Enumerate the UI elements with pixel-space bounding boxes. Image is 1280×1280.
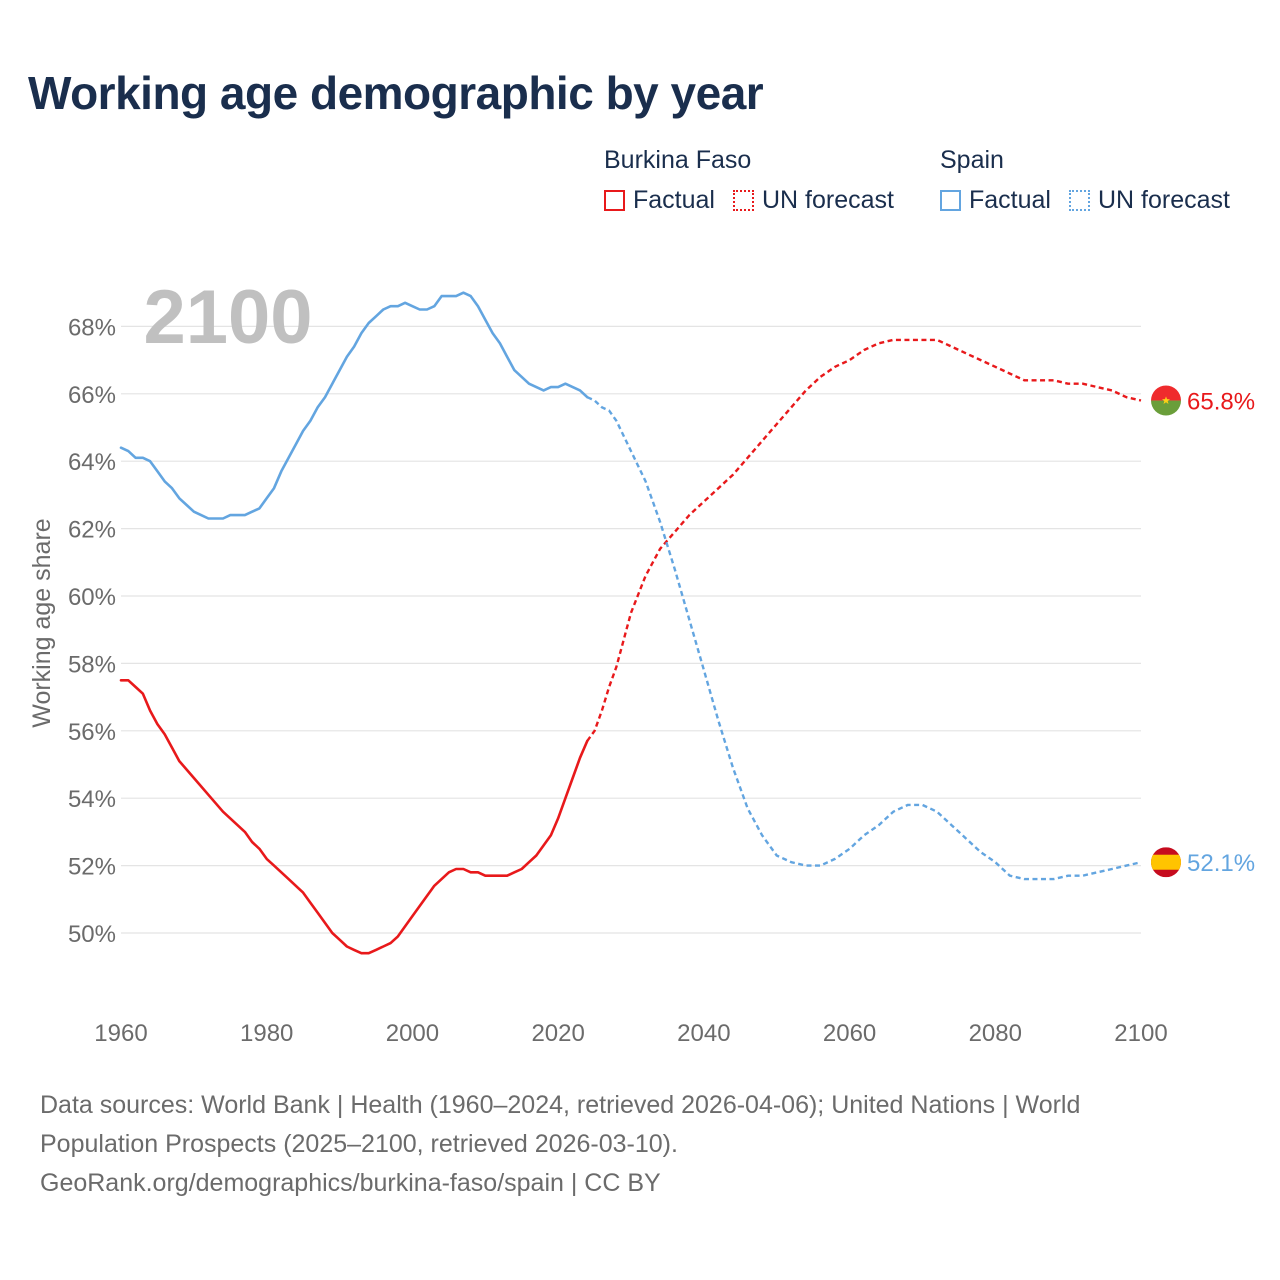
footer-source-line: Data sources: World Bank | Health (1960–… bbox=[40, 1091, 1081, 1119]
x-tick-label: 2000 bbox=[386, 1020, 439, 1047]
year-overlay: 2100 bbox=[143, 275, 312, 360]
y-tick-label: 58% bbox=[68, 651, 116, 678]
y-tick-label: 50% bbox=[68, 921, 116, 948]
grid bbox=[121, 325, 1141, 934]
legend-item-factual[interactable]: Factual bbox=[940, 186, 1051, 215]
y-axis-ticks: 50% 52% 54% 56% 58% 60% 62% 64% 66% 68% bbox=[68, 314, 116, 948]
y-tick-label: 68% bbox=[68, 314, 116, 341]
x-axis-ticks: 1960 1980 2000 2020 2040 2060 2080 2100 bbox=[94, 1020, 1167, 1047]
spain-factual-line[interactable] bbox=[119, 291, 589, 520]
end-markers: 65.8% 52.1% bbox=[1151, 385, 1255, 878]
x-tick-label: 2040 bbox=[677, 1020, 730, 1047]
x-tick-label: 2100 bbox=[1114, 1020, 1167, 1047]
y-tick-label: 60% bbox=[68, 584, 116, 611]
dotted-swatch-icon bbox=[732, 190, 754, 211]
series-lines bbox=[119, 291, 1142, 955]
legend-spain: Spain Factual UN forecast bbox=[940, 144, 1230, 215]
footer: Data sources: World Bank | Health (1960–… bbox=[40, 1086, 1220, 1203]
solid-swatch-icon bbox=[940, 190, 961, 211]
legend-label: Factual bbox=[969, 186, 1051, 214]
solid-swatch-icon bbox=[604, 190, 625, 211]
x-tick-label: 2080 bbox=[969, 1020, 1022, 1047]
spain-flag-icon bbox=[1151, 847, 1181, 878]
x-tick-label: 1980 bbox=[240, 1020, 293, 1047]
legend-country-name: Burkina Faso bbox=[604, 146, 752, 174]
y-tick-label: 52% bbox=[68, 854, 116, 881]
legend-burkina-faso: Burkina Faso Factual UN forecast bbox=[604, 144, 894, 215]
legend-label: UN forecast bbox=[761, 186, 894, 214]
y-tick-label: 54% bbox=[68, 786, 116, 813]
legend-label: Factual bbox=[633, 186, 715, 214]
legend-label: UN forecast bbox=[1097, 186, 1230, 214]
x-tick-label: 2020 bbox=[531, 1020, 584, 1047]
y-tick-label: 64% bbox=[68, 449, 116, 476]
burkina-faso-flag-icon bbox=[1151, 385, 1181, 416]
chart-title: Working age demographic by year bbox=[28, 67, 764, 119]
line-chart: 2100 Working age share 50% 52% 54% 56% 58% 60… bbox=[28, 275, 1255, 1047]
x-tick-label: 2060 bbox=[823, 1020, 876, 1047]
burkina-faso-factual-line[interactable] bbox=[119, 679, 589, 955]
dotted-swatch-icon bbox=[1068, 190, 1090, 211]
y-tick-label: 62% bbox=[68, 517, 116, 544]
legend-country-name: Spain bbox=[940, 146, 1004, 174]
x-tick-label: 1960 bbox=[94, 1020, 147, 1047]
burkina-faso-end-value-label: 65.8% bbox=[1187, 389, 1255, 416]
spain-forecast-line[interactable] bbox=[586, 396, 1142, 881]
footer-source-line: Population Prospects (2025–2100, retriev… bbox=[40, 1130, 678, 1158]
burkina-faso-forecast-line[interactable] bbox=[586, 338, 1142, 742]
y-tick-label: 66% bbox=[68, 382, 116, 409]
y-axis-title: Working age share bbox=[28, 518, 56, 727]
footer-attribution[interactable]: GeoRank.org/demographics/burkina-faso/sp… bbox=[40, 1169, 661, 1197]
legend-item-forecast[interactable]: UN forecast bbox=[1068, 186, 1230, 215]
y-tick-label: 56% bbox=[68, 719, 116, 746]
legend-item-factual[interactable]: Factual bbox=[604, 186, 715, 215]
spain-end-value-label: 52.1% bbox=[1187, 850, 1255, 877]
legend-item-forecast[interactable]: UN forecast bbox=[732, 186, 894, 215]
